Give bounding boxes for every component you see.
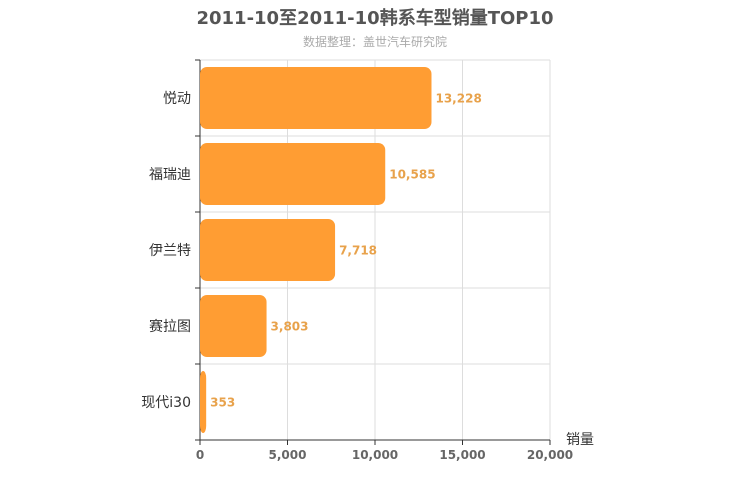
labels: 0 5,000 10,000 15,000 20,000 悦动 13,228 福瑞迪 10,58… — [141, 91, 573, 462]
data-label: 7,718 — [339, 244, 377, 258]
data-label: 353 — [210, 396, 235, 410]
category-label: 现代i30 — [141, 395, 191, 411]
category-label: 悦动 — [163, 91, 191, 107]
bar — [200, 371, 207, 433]
data-label: 10,585 — [389, 168, 435, 182]
x-tick-label: 20,000 — [527, 448, 573, 462]
category-label: 福瑞迪 — [149, 167, 191, 183]
bar — [200, 295, 267, 357]
bar — [200, 143, 386, 205]
x-tick-label: 0 — [196, 448, 204, 462]
chart-subtitle: 数据整理：盖世汽车研究院 — [302, 35, 447, 49]
data-label: 13,228 — [435, 92, 481, 106]
x-tick-label: 10,000 — [352, 448, 398, 462]
x-tick-label: 5,000 — [269, 448, 307, 462]
x-tick-label: 15,000 — [439, 448, 485, 462]
data-label: 3,803 — [271, 320, 309, 334]
category-label: 伊兰特 — [149, 243, 191, 259]
bar — [200, 219, 336, 281]
bars — [200, 67, 432, 433]
chart-title: 2011-10至2011-10韩系车型销量TOP10 — [196, 8, 554, 29]
category-label: 赛拉图 — [149, 319, 191, 335]
x-axis-title: 销量 — [566, 432, 594, 448]
bar — [200, 67, 432, 129]
